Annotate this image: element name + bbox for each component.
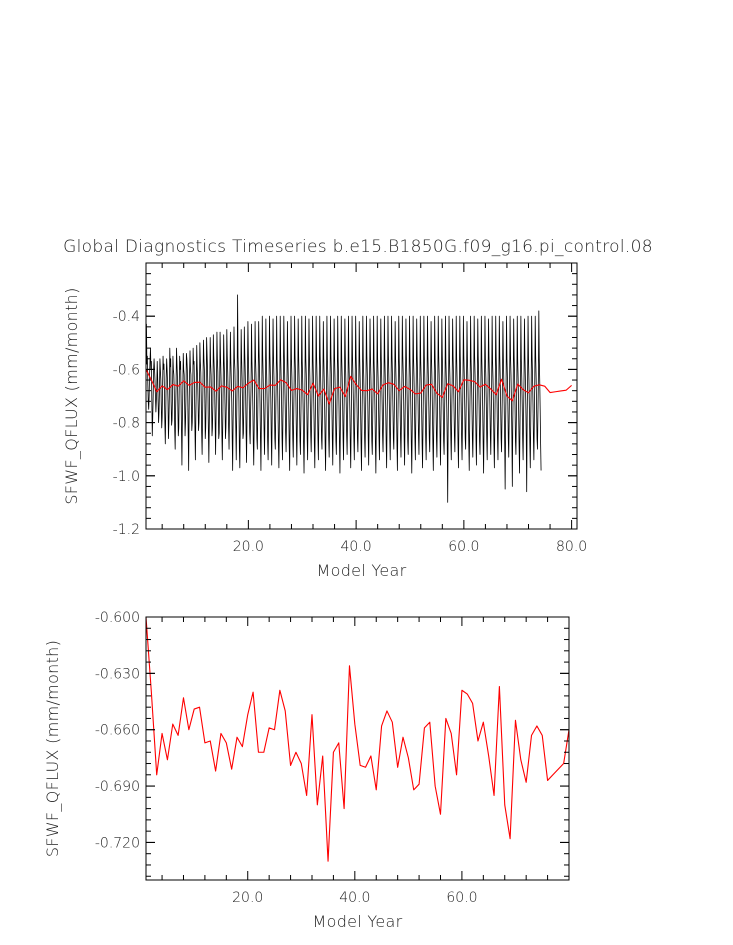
y-axis-label-bottom: SFWF_QFLUX (mm/month) [43, 640, 62, 857]
monthly-series-line [145, 294, 542, 503]
y-axis-label-top: SFWF_QFLUX (mm/month) [62, 287, 81, 504]
x-tick-label: 20.0 [233, 539, 264, 555]
plot-area-top [145, 294, 572, 503]
annual-series-line [145, 616, 570, 862]
x-tick-label: 40.0 [339, 890, 370, 906]
y-tick-label: -0.630 [95, 666, 140, 682]
axis-ticks-bottom [146, 616, 570, 880]
chart-panel-top: 20.0 40.0 60.0 80.0 -1.2 -1.0 -0.8 -0.6 -0.4 Mod… [62, 262, 588, 580]
x-tick-label: 60.0 [448, 539, 479, 555]
chart-panel-bottom: 20.0 40.0 60.0 -0.720 -0.690 -0.660 -0.630 -0.6… [43, 610, 570, 931]
y-tick-label: -1.2 [113, 522, 140, 538]
y-tick-label: -0.600 [95, 610, 140, 626]
figure-title: Global Diagnostics Timeseries b.e15.B185… [63, 237, 653, 257]
x-tick-label: 40.0 [341, 539, 372, 555]
x-tick-label: 80.0 [556, 539, 587, 555]
y-tick-label: -0.4 [113, 309, 140, 325]
plot-frame-top [145, 262, 578, 530]
y-tick-label: -0.6 [113, 362, 140, 378]
axis-tick-labels-top: 20.0 40.0 60.0 80.0 -1.2 -1.0 -0.8 -0.6 -0.4 [113, 309, 588, 555]
y-tick-label: -0.8 [113, 416, 140, 432]
y-tick-label: -1.0 [113, 469, 140, 485]
x-tick-label: 60.0 [446, 890, 477, 906]
y-tick-label: -0.690 [95, 779, 140, 795]
y-tick-label: -0.720 [95, 835, 140, 851]
x-axis-label-bottom: Model Year [313, 912, 403, 931]
plot-area-bottom [145, 616, 570, 862]
x-tick-label: 20.0 [232, 890, 263, 906]
x-axis-label-top: Model Year [317, 561, 407, 580]
y-tick-label: -0.660 [95, 723, 140, 739]
axis-tick-labels-bottom: 20.0 40.0 60.0 -0.720 -0.690 -0.660 -0.630 -0.6… [95, 610, 478, 906]
annual-series-line [145, 369, 572, 405]
axis-ticks-top [146, 262, 577, 530]
plot-frame-bottom [145, 616, 570, 881]
